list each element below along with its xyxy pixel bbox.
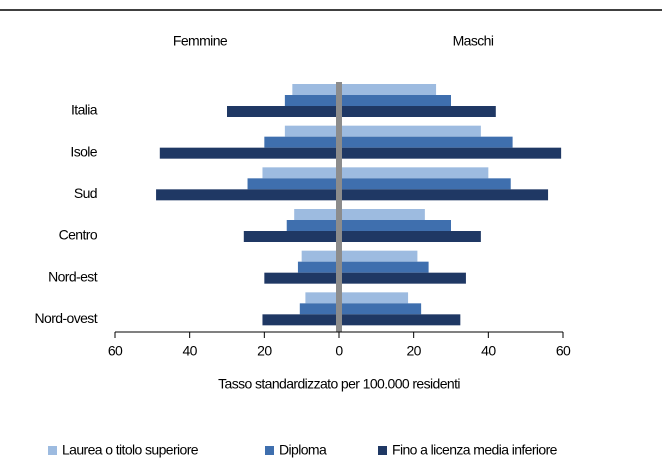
bar-right xyxy=(339,303,422,315)
bar-left xyxy=(247,178,339,190)
bar-left xyxy=(297,261,339,273)
legend-label: Diploma xyxy=(279,442,327,458)
category-label: Italia xyxy=(71,102,98,118)
bar-right xyxy=(339,147,562,159)
bar-right xyxy=(339,292,409,304)
bar-right xyxy=(339,136,513,148)
bar-right xyxy=(339,209,425,220)
bar-right xyxy=(339,125,481,137)
legend-swatch xyxy=(48,446,57,455)
bar-left xyxy=(262,167,339,179)
category-label: Centro xyxy=(59,227,98,243)
x-tick-label: 40 xyxy=(481,343,496,359)
bar-left xyxy=(159,147,339,159)
bar-left xyxy=(292,84,339,95)
x-tick-label: 60 xyxy=(556,343,571,359)
bar-left xyxy=(264,272,339,284)
bar-right xyxy=(339,106,496,117)
bar-right xyxy=(339,220,451,231)
bar-right xyxy=(339,189,549,201)
bar-left xyxy=(294,209,339,220)
bar-left xyxy=(284,125,339,137)
bar-left xyxy=(156,189,339,201)
bar-right xyxy=(339,272,466,284)
x-tick-label: 60 xyxy=(108,343,123,359)
bar-right xyxy=(339,84,437,95)
category-label: Nord-ovest xyxy=(35,310,98,326)
bar-right xyxy=(339,231,481,242)
category-label: Sud xyxy=(74,185,97,201)
bar-right xyxy=(339,314,461,326)
legend-label: Fino a licenza media inferiore xyxy=(392,442,558,458)
legend-label: Laurea o titolo superiore xyxy=(62,442,199,458)
x-tick-label: 20 xyxy=(257,343,272,359)
left-title: Femmine xyxy=(173,33,228,49)
bar-left xyxy=(264,136,339,148)
bar-right xyxy=(339,178,511,190)
x-tick-label: 40 xyxy=(182,343,197,359)
bar-left xyxy=(262,314,339,326)
bar-left xyxy=(301,250,339,262)
category-label: Isole xyxy=(70,143,97,159)
bar-right xyxy=(339,261,429,273)
bar-left xyxy=(299,303,339,315)
bar-left xyxy=(243,231,339,242)
right-title: Maschi xyxy=(453,33,494,49)
x-tick-label: 20 xyxy=(406,343,421,359)
bar-right xyxy=(339,250,418,262)
x-axis-label: Tasso standardizzato per 100.000 residen… xyxy=(218,376,460,392)
center-bar xyxy=(336,82,342,332)
bar-left xyxy=(286,220,339,231)
legend-swatch xyxy=(378,446,387,455)
bar-right xyxy=(339,95,451,106)
category-label: Nord-est xyxy=(48,268,98,284)
x-tick-label: 0 xyxy=(335,343,343,359)
bar-left xyxy=(227,106,339,117)
bar-left xyxy=(305,292,339,304)
legend-swatch xyxy=(265,446,274,455)
bar-right xyxy=(339,167,489,179)
bar-left xyxy=(284,95,339,106)
